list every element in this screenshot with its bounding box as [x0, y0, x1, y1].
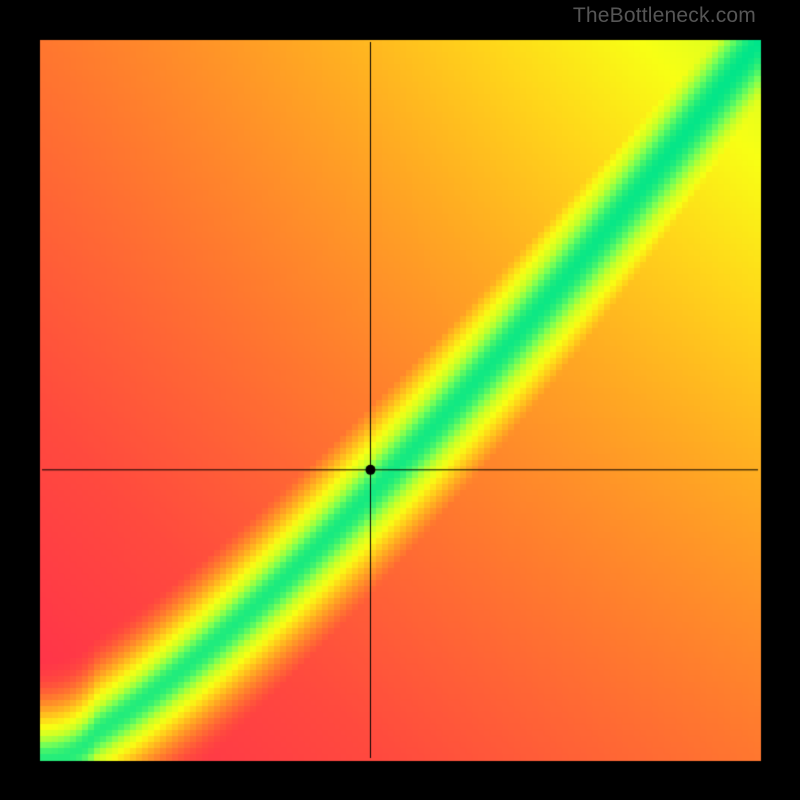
chart-container: TheBottleneck.com [0, 0, 800, 800]
watermark-text: TheBottleneck.com [573, 4, 756, 28]
bottleneck-heatmap [0, 0, 800, 800]
